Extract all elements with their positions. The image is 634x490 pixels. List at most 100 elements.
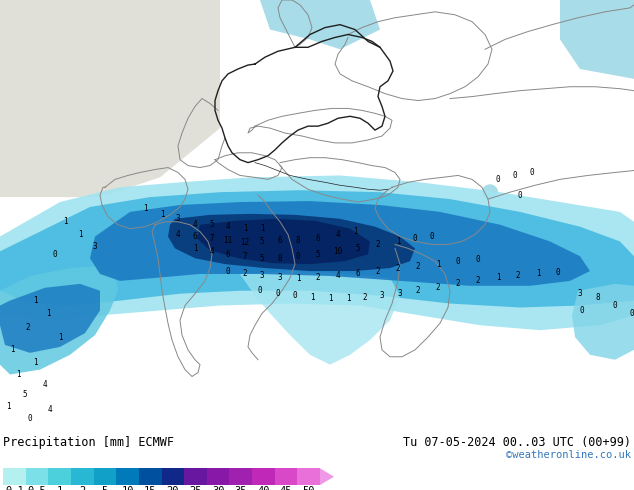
Polygon shape [0, 266, 118, 374]
Text: 3: 3 [380, 291, 384, 300]
Text: 0: 0 [430, 232, 434, 241]
Text: 35: 35 [235, 486, 247, 490]
Text: 12: 12 [240, 238, 250, 247]
Text: 4: 4 [335, 271, 340, 280]
Text: 0.1: 0.1 [5, 486, 23, 490]
Text: 1: 1 [46, 309, 50, 318]
Text: 0: 0 [555, 268, 560, 276]
Text: 4: 4 [226, 222, 230, 231]
Text: 8: 8 [278, 254, 282, 263]
Text: 8: 8 [295, 236, 301, 245]
Text: 0: 0 [513, 171, 517, 180]
Text: 0: 0 [293, 291, 297, 300]
Text: 1: 1 [496, 273, 500, 282]
Text: 2: 2 [376, 240, 380, 249]
Text: 4: 4 [48, 405, 53, 414]
Bar [71, 468, 94, 485]
Text: 5: 5 [260, 237, 264, 246]
Polygon shape [168, 214, 415, 271]
Polygon shape [260, 0, 380, 49]
Text: 1: 1 [56, 486, 63, 490]
Polygon shape [0, 175, 634, 330]
Text: 30: 30 [212, 486, 224, 490]
Bar [48, 468, 71, 485]
Text: 3: 3 [93, 242, 97, 251]
Text: 6: 6 [226, 250, 230, 259]
Text: 6: 6 [356, 270, 360, 278]
Text: 7: 7 [243, 252, 247, 261]
Bar [275, 468, 297, 485]
Text: 1: 1 [295, 274, 301, 283]
Bar [207, 468, 230, 485]
Text: 4: 4 [335, 230, 340, 239]
Text: 6: 6 [193, 232, 197, 241]
Bar [25, 468, 48, 485]
Text: Precipitation [mm] ECMWF: Precipitation [mm] ECMWF [3, 436, 174, 449]
Text: 0: 0 [413, 234, 417, 243]
Text: 45: 45 [280, 486, 292, 490]
Text: 2: 2 [79, 486, 86, 490]
Text: 1: 1 [353, 227, 358, 236]
Text: 0: 0 [579, 306, 585, 315]
Text: 4: 4 [193, 220, 197, 229]
Bar [3, 468, 25, 485]
Text: 0: 0 [476, 255, 481, 264]
Text: 3: 3 [398, 289, 403, 298]
Polygon shape [90, 201, 590, 286]
Text: 15: 15 [144, 486, 157, 490]
Text: 4: 4 [210, 247, 214, 256]
Text: 1: 1 [328, 294, 332, 303]
Text: 0: 0 [496, 175, 500, 184]
Text: 1: 1 [346, 294, 351, 303]
Text: 50: 50 [302, 486, 315, 490]
Text: 1: 1 [436, 260, 440, 269]
Text: 8: 8 [596, 293, 600, 302]
Text: 4: 4 [42, 380, 48, 389]
Text: 3: 3 [278, 273, 282, 282]
Text: 5: 5 [260, 254, 264, 263]
Text: 5: 5 [102, 486, 108, 490]
Text: 10: 10 [121, 486, 134, 490]
Bar [252, 468, 275, 485]
Text: 1: 1 [10, 345, 15, 354]
Text: 7: 7 [210, 234, 214, 243]
Text: 2: 2 [515, 271, 521, 280]
Text: 0: 0 [612, 301, 618, 310]
Text: 6: 6 [316, 234, 320, 243]
Text: 5: 5 [316, 250, 320, 259]
Polygon shape [560, 0, 634, 79]
Bar [230, 468, 252, 485]
Text: 0: 0 [630, 309, 634, 318]
Text: 2: 2 [363, 293, 367, 302]
Text: 2: 2 [416, 262, 420, 270]
Bar [297, 468, 320, 485]
Text: 0: 0 [518, 191, 522, 199]
Text: ©weatheronline.co.uk: ©weatheronline.co.uk [506, 450, 631, 461]
Bar [139, 468, 162, 485]
Text: 1: 1 [63, 217, 67, 226]
Text: 0: 0 [456, 257, 460, 266]
Text: 0: 0 [226, 267, 230, 275]
Text: 20: 20 [167, 486, 179, 490]
Polygon shape [197, 219, 370, 264]
Polygon shape [0, 0, 220, 197]
Text: 1: 1 [58, 333, 62, 342]
Text: 6: 6 [278, 236, 282, 245]
Text: 1: 1 [33, 296, 37, 305]
Text: 2: 2 [396, 264, 400, 272]
Text: 10: 10 [333, 247, 342, 256]
Text: 5: 5 [210, 220, 214, 229]
Text: Tu 07-05-2024 00..03 UTC (00+99): Tu 07-05-2024 00..03 UTC (00+99) [403, 436, 631, 449]
Text: 0.5: 0.5 [28, 486, 46, 490]
Text: 3: 3 [260, 271, 264, 280]
Polygon shape [320, 468, 334, 485]
Text: 1: 1 [396, 237, 400, 246]
Text: 1: 1 [243, 224, 247, 233]
Text: 2: 2 [476, 276, 481, 285]
Text: 1: 1 [16, 370, 20, 379]
Text: 1: 1 [33, 358, 37, 367]
Text: 2: 2 [456, 279, 460, 288]
Text: 5: 5 [23, 390, 27, 399]
Text: 1: 1 [78, 230, 82, 239]
Text: 0: 0 [257, 286, 262, 295]
